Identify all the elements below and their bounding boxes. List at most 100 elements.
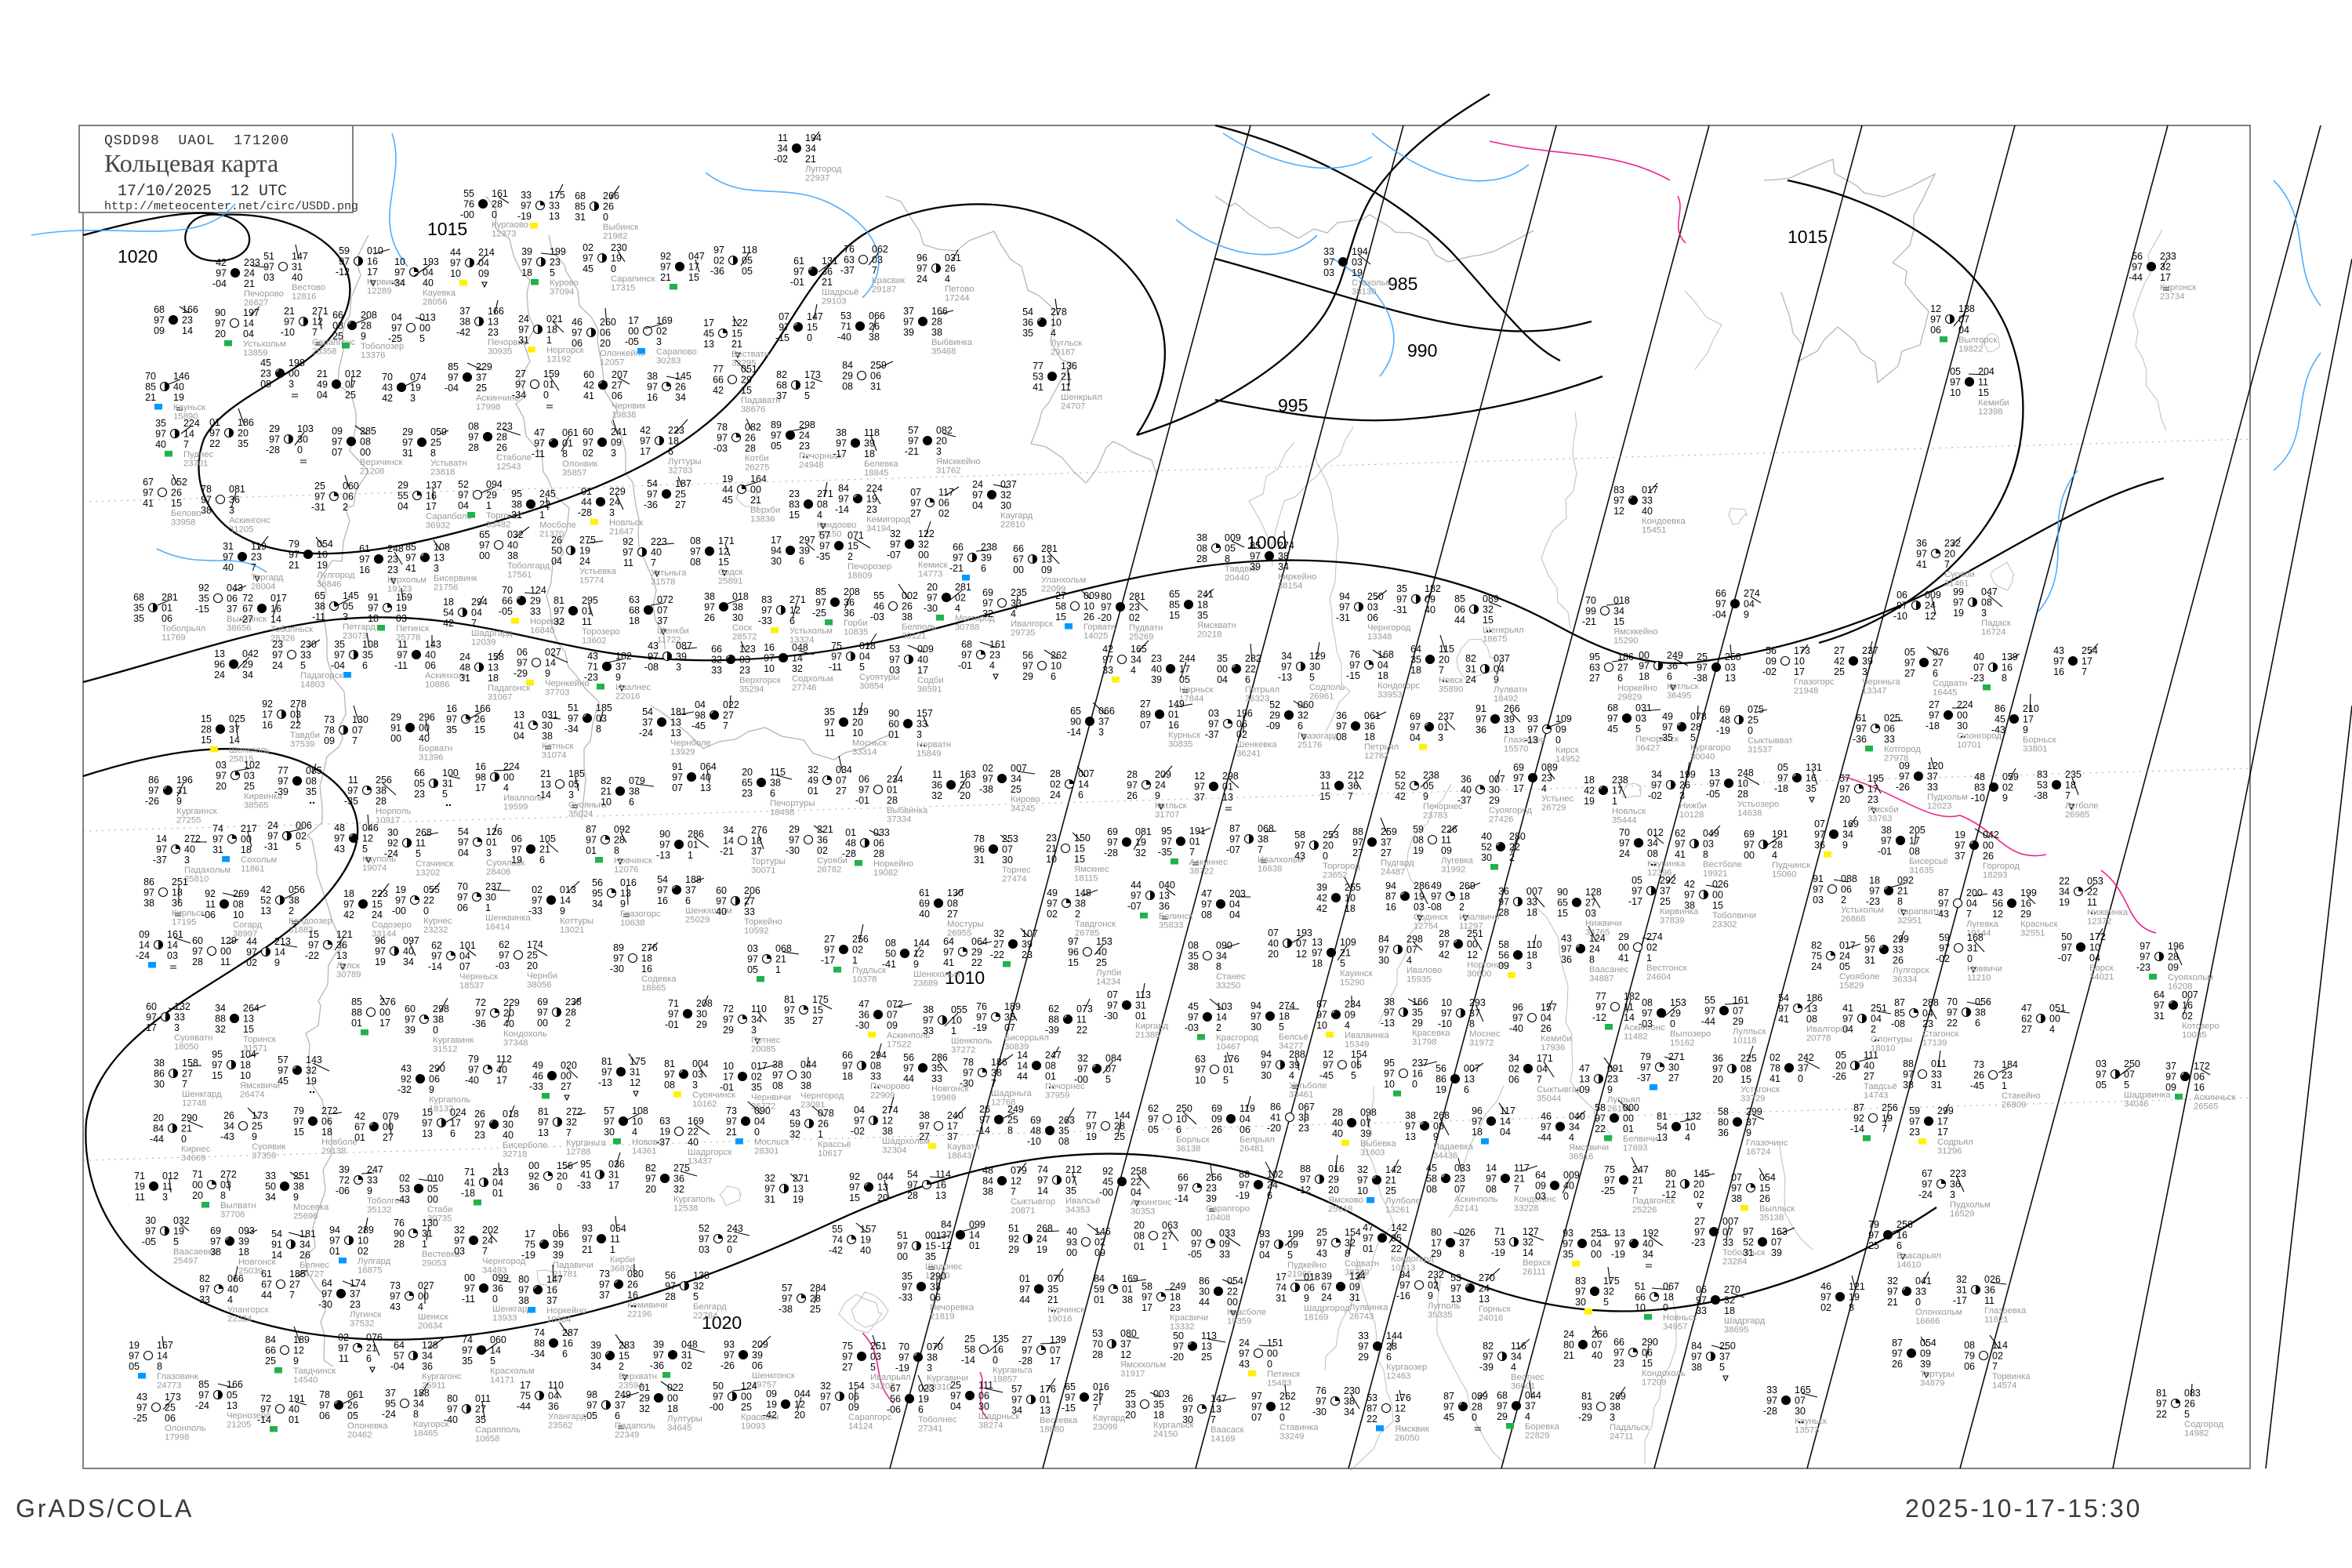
svg-text:229243: 229 24 3	[609, 486, 626, 518]
svg-text:Кургаово12373: Кургаово 12373	[492, 220, 528, 239]
svg-text:031264: 031 26 4	[945, 252, 961, 285]
svg-text:139718: 13 97 18	[1312, 937, 1323, 969]
svg-text:134104: 13 41 04	[514, 710, 524, 742]
svg-text:235334: 235 33 4	[1011, 587, 1027, 619]
svg-text:939721: 93 97 21	[582, 1223, 593, 1255]
svg-text:948716: 94 87 16	[1385, 880, 1396, 913]
svg-text:2810106: 281 01 06	[162, 592, 178, 624]
svg-text:7297-14: 72 97 -14	[257, 1393, 271, 1425]
svg-text:Мосньск33314: Мосньск 33314	[852, 739, 887, 757]
svg-text:Красньск32551: Красньск 32551	[2020, 920, 2058, 938]
svg-text:Шенкск20634: Шенкск 20634	[418, 1312, 448, 1331]
svg-text:013149: 013 14 9	[560, 884, 576, 916]
svg-text:2703218: 270 32 18	[1724, 1284, 1740, 1316]
svg-text:278907: 27 89 07	[1140, 699, 1151, 731]
svg-text:516610: 51 66 10	[1635, 1281, 1646, 1313]
svg-text:389708: 38 97 08	[772, 1059, 783, 1091]
svg-text:259704: 25 97 04	[950, 1380, 961, 1412]
svg-text:Печорово22909: Печорово 22909	[870, 1082, 910, 1101]
svg-text:604241: 60 42 41	[583, 369, 594, 401]
svg-text:Торозеро13602: Торозеро 13602	[582, 627, 620, 646]
svg-text:Стачинск13202: Стачинск 13202	[416, 859, 453, 878]
svg-text:0563939: 056 39 39	[553, 1229, 569, 1261]
svg-text:579734: 57 97 34	[1011, 1384, 1022, 1416]
svg-text:Ямскхольм31917: Ямскхольм 31917	[1120, 1360, 1166, 1379]
svg-text:007136: 007 13 6	[1464, 1063, 1480, 1095]
svg-text:Чернньск18537: Чернньск 18537	[459, 972, 498, 991]
svg-text:238315: 23 83 15	[789, 488, 800, 521]
svg-text:269383: 269 38 3	[1610, 1391, 1626, 1423]
svg-text:6797-24: 67 97 -24	[1918, 1168, 1933, 1200]
svg-text:Кургаполь12538: Кургаполь 12538	[673, 1195, 715, 1214]
svg-text:8997-30: 89 97 -30	[610, 942, 624, 975]
svg-text:822110: 82 21 10	[601, 775, 612, 808]
svg-text:Курово37094: Курово 37094	[550, 278, 579, 297]
svg-text:037049: 037 04 9	[1494, 653, 1510, 685]
svg-text:1660513: 166 05 13	[227, 1379, 243, 1411]
svg-text:Ямсково25918: Ямсково 25918	[1328, 1196, 1363, 1214]
svg-text:Вылватн37706: Вылватн 37706	[220, 1201, 256, 1220]
svg-text:2720618: 272 06 18	[321, 1105, 338, 1138]
svg-text:105216: 105 21 6	[539, 833, 556, 866]
svg-text:6997-28: 69 97 -28	[1104, 826, 1118, 858]
svg-text:Устьгонск33729: Устьгонск 33729	[1740, 1085, 1780, 1104]
svg-text:Белгард22784: Белгард 22784	[693, 1302, 727, 1321]
svg-text:2923725: 292 37 25	[1660, 875, 1676, 907]
svg-text:Каугард23099: Каугард 23099	[1093, 1414, 1126, 1432]
svg-text:Тавдсьё14743: Тавдсьё 14743	[1864, 1082, 1897, 1101]
svg-text:0173340: 017 33 40	[1642, 485, 1658, 517]
svg-text:0803712: 080 37 12	[1120, 1328, 1137, 1360]
svg-text:Содевка18665: Содевка 18665	[641, 975, 677, 993]
svg-text:056382: 056 38 2	[289, 884, 305, 916]
svg-text:359711: 35 97 11	[824, 706, 835, 739]
svg-text:0200027: 020 00 27	[561, 1060, 577, 1092]
svg-text:200047: 200 04 7	[1966, 887, 1983, 920]
svg-text:Ямскватн20218: Ямскватн 20218	[1197, 621, 1236, 640]
svg-text:389716: 38 97 16	[647, 371, 658, 403]
svg-text:182379: 182 37 9	[615, 651, 632, 683]
svg-text:293378: 293 37 8	[1469, 997, 1486, 1029]
svg-text:1893507: 189 35 07	[1004, 1001, 1021, 1033]
svg-text:2140409: 214 04 09	[478, 247, 495, 279]
svg-text:2041115: 204 11 15	[1978, 366, 1994, 398]
svg-text:268115: 268 11 5	[416, 827, 432, 859]
svg-text:4597-03: 45 97 -03	[1185, 1001, 1199, 1033]
svg-text:859739: 85 97 39	[1250, 540, 1261, 572]
svg-text:339729: 33 97 29	[1358, 1330, 1369, 1363]
svg-text:2551018: 255 10 18	[1345, 882, 1361, 914]
svg-text:2072706: 207 27 06	[612, 369, 628, 401]
svg-text:0497-02: 04 97 -02	[851, 1105, 865, 1137]
svg-text:1700-05: 17 00 -05	[625, 315, 639, 347]
svg-text:024176: 024 17 6	[450, 1107, 466, 1139]
svg-text:Чернньга13347: Чернньга 13347	[1862, 677, 1900, 696]
svg-text:Глазогорс10638: Глазогорс 10638	[620, 909, 661, 928]
svg-text:298074: 298 07 4	[1406, 934, 1423, 966]
svg-text:Вестнес36601: Вестнес 36601	[1511, 1373, 1544, 1392]
svg-text:519700: 51 97 00	[897, 1230, 908, 1262]
svg-text:116344: 116 34 4	[1511, 1341, 1526, 1373]
svg-text:396724: 39 67 24	[1321, 1271, 1332, 1303]
svg-text:826837: 82 68 37	[776, 369, 787, 401]
svg-text:099360: 099 36 0	[492, 1272, 509, 1305]
svg-text:278104: 278 10 4	[1051, 307, 1067, 339]
svg-text:0731122: 073 11 22	[1076, 1004, 1093, 1036]
svg-text:819732: 81 97 32	[554, 595, 564, 627]
svg-text:256197: 256 19 7	[1882, 1102, 1898, 1134]
svg-text:2812302: 281 23 02	[1129, 591, 1145, 623]
svg-text:2231524: 223 15 24	[372, 888, 388, 920]
svg-text:Кауевка28056: Кауевка 28056	[423, 289, 456, 307]
svg-text:729729: 72 97 29	[723, 1004, 734, 1036]
svg-text:499702: 49 97 02	[1047, 887, 1058, 920]
svg-text:006025: 006 02 5	[296, 820, 312, 852]
svg-text:082203: 082 20 3	[936, 425, 953, 457]
svg-text:815413: 81 54 13	[1657, 1111, 1668, 1143]
